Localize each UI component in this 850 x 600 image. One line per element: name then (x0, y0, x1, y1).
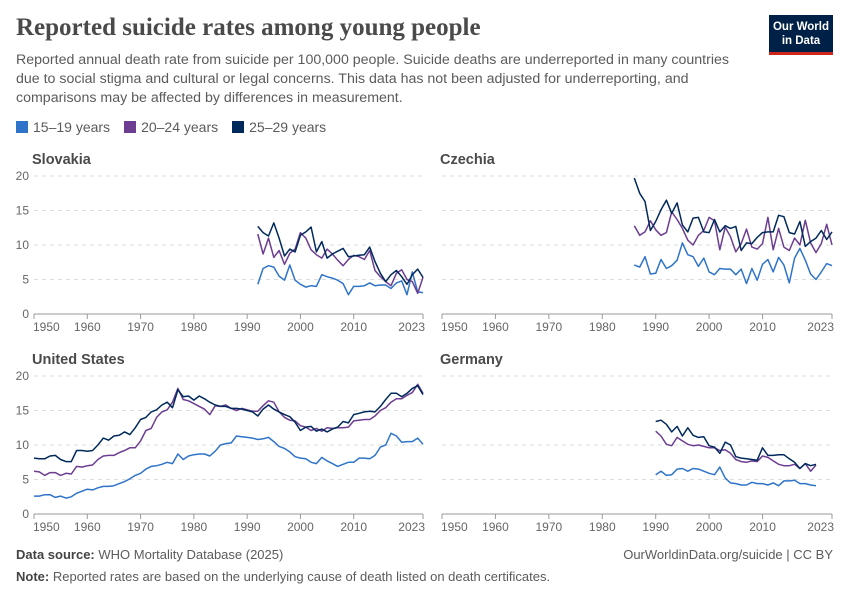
x-tick-label: 1950 (33, 320, 60, 334)
panel-title: Slovakia (32, 152, 92, 168)
x-tick-label: 2010 (749, 520, 776, 534)
source-text[interactable]: WHO Mortality Database (2025) (98, 547, 284, 562)
legend-label: 20–24 years (141, 119, 219, 135)
x-tick-label: 1990 (234, 520, 261, 534)
y-tick-label: 15 (16, 404, 30, 418)
series-line-25-29- (33, 384, 424, 463)
x-tick-label: 1970 (127, 520, 154, 534)
legend-swatch (124, 121, 137, 133)
logo-line-1: Our World (772, 20, 829, 33)
legend-item-25-29[interactable]: 25–29 years (232, 119, 326, 135)
x-tick-label: 2010 (749, 320, 776, 334)
y-tick-label: 10 (16, 238, 30, 252)
series-line-15-19- (655, 466, 817, 487)
panel-title: United States (32, 352, 125, 368)
legend-label: 15–19 years (33, 119, 111, 135)
x-tick-label: 1950 (33, 520, 60, 534)
panel-germany: Germany 1950 1960 1970 1980 1990 2000 2010 2023 (440, 352, 834, 534)
x-tick-label: 1960 (74, 520, 101, 534)
source-label: Data source: (16, 547, 95, 562)
x-tick-label: 2010 (340, 320, 367, 334)
panel-title: Czechia (440, 152, 496, 168)
note-label: Note: (16, 569, 50, 584)
panel-united-states: United States 0 5 10 15 20 1950 1960 1970 1980 199… (16, 352, 426, 534)
y-tick-label: 10 (16, 438, 30, 452)
source-url[interactable]: OurWorldinData.org/suicide | CC BY (623, 547, 833, 562)
panel-slovakia: Slovakia 0 5 10 15 20 1950 1960 1970 1980 1990 2000… (16, 152, 426, 334)
chart-subtitle: Reported annual death rate from suicide … (16, 52, 729, 106)
x-tick-label: 1960 (74, 320, 101, 334)
series-line-25-29- (655, 419, 817, 470)
x-tick-label: 2000 (696, 520, 723, 534)
series-line-15-19- (34, 432, 424, 499)
legend-swatch (232, 121, 245, 133)
panel-czechia: Czechia 1950 1960 1970 1980 1990 2000 2010 2023 (440, 152, 834, 334)
x-tick-label: 1980 (181, 320, 208, 334)
y-tick-label: 20 (16, 169, 30, 183)
x-tick-label: 2023 (807, 520, 834, 534)
x-tick-label: 2000 (287, 520, 314, 534)
legend-label: 25–29 years (249, 119, 327, 135)
logo-line-2: in Data (781, 34, 821, 47)
x-tick-label: 1980 (589, 320, 616, 334)
note-text: Reported rates are based on the underlyi… (52, 569, 551, 584)
x-tick-label: 2023 (398, 320, 425, 334)
series-line-20-24- (257, 231, 424, 295)
y-tick-label: 20 (16, 369, 30, 383)
owid-logo[interactable]: Our World in Data (769, 15, 833, 55)
x-tick-label: 1990 (642, 520, 669, 534)
x-tick-label: 2000 (287, 320, 314, 334)
legend: 15–19 years 20–24 years 25–29 years (16, 119, 326, 135)
x-tick-label: 2010 (340, 520, 367, 534)
legend-item-20-24[interactable]: 20–24 years (124, 119, 218, 135)
series-line-20-24- (655, 430, 817, 472)
x-tick-label: 2023 (398, 520, 425, 534)
x-tick-label: 1970 (535, 320, 562, 334)
x-tick-label: 1990 (642, 320, 669, 334)
series-line-25-29- (633, 177, 833, 252)
legend-item-15-19[interactable]: 15–19 years (16, 119, 110, 135)
y-tick-label: 15 (16, 204, 30, 218)
x-tick-label: 1970 (535, 520, 562, 534)
legend-swatch (16, 121, 28, 133)
y-tick-label: 5 (22, 473, 29, 487)
series-line-25-29- (257, 222, 424, 286)
x-tick-label: 1980 (181, 520, 208, 534)
x-tick-label: 1960 (482, 320, 509, 334)
series-line-15-19- (257, 264, 424, 296)
x-tick-label: 1960 (482, 520, 509, 534)
x-tick-label: 2023 (807, 320, 834, 334)
y-tick-label: 0 (22, 507, 29, 521)
x-tick-label: 1980 (589, 520, 616, 534)
x-tick-label: 1970 (127, 320, 154, 334)
series-line-20-24- (33, 383, 424, 477)
y-tick-label: 5 (22, 273, 29, 287)
x-tick-label: 1950 (441, 520, 468, 534)
data-source: Data source: WHO Mortality Database (202… (16, 547, 283, 562)
series-line-20-24- (633, 211, 833, 254)
x-tick-label: 2000 (696, 320, 723, 334)
chart-title: Reported suicide rates among young peopl… (16, 14, 481, 41)
note: Note: Reported rates are based on the un… (16, 569, 550, 584)
series-line-15-19- (634, 242, 833, 285)
y-tick-label: 0 (22, 307, 29, 321)
x-tick-label: 1990 (234, 320, 261, 334)
panel-title: Germany (440, 352, 503, 368)
x-tick-label: 1950 (441, 320, 468, 334)
